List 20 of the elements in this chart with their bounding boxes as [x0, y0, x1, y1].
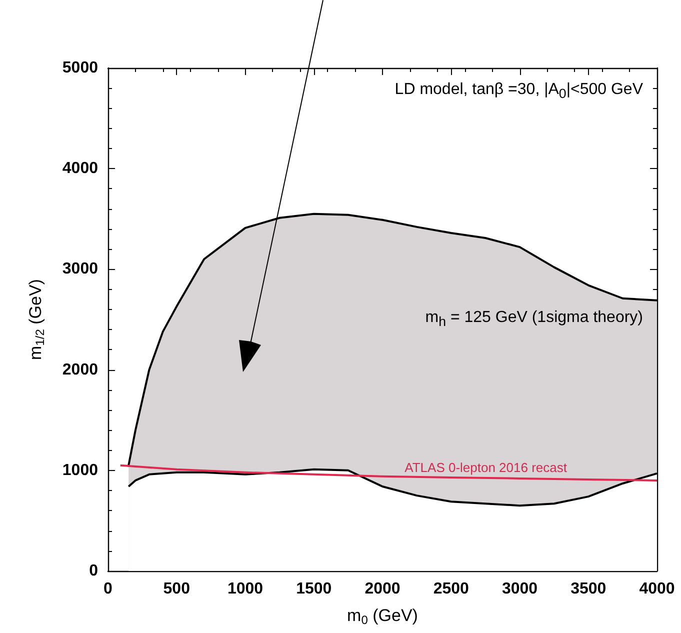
x-tick-label: 2000: [364, 580, 400, 598]
line-series: [119, 464, 658, 482]
y-tick-label: 2000: [62, 361, 98, 378]
x-tick-label: 2500: [433, 580, 470, 598]
y-tick-label: 0: [89, 562, 98, 580]
annotation: LD model, tanβ =30, |A$_{0}$|<500 GeV: [394, 80, 643, 102]
annotation: m$_{h}$ = 125 GeV (1sigma theory): [425, 308, 643, 330]
x-tick-label: 1000: [227, 580, 264, 598]
x-tick-label: 3500: [570, 580, 606, 598]
x-tick-label: 500: [163, 580, 190, 598]
y-tick-label: 5000: [62, 60, 98, 76]
x-tick-label: 1500: [296, 580, 332, 598]
y-tick-label: 3000: [62, 260, 98, 278]
y-axis-title: m1/2 (GeV): [26, 279, 47, 360]
annotation: ATLAS 0-lepton 2016 recast: [404, 460, 567, 476]
x-tick-label: 4000: [639, 580, 675, 598]
x-tick-label: 0: [104, 580, 113, 598]
y-tick-label: 4000: [62, 160, 98, 178]
y-tick-label: 1000: [62, 462, 98, 479]
x-tick-label: 3000: [502, 580, 538, 598]
